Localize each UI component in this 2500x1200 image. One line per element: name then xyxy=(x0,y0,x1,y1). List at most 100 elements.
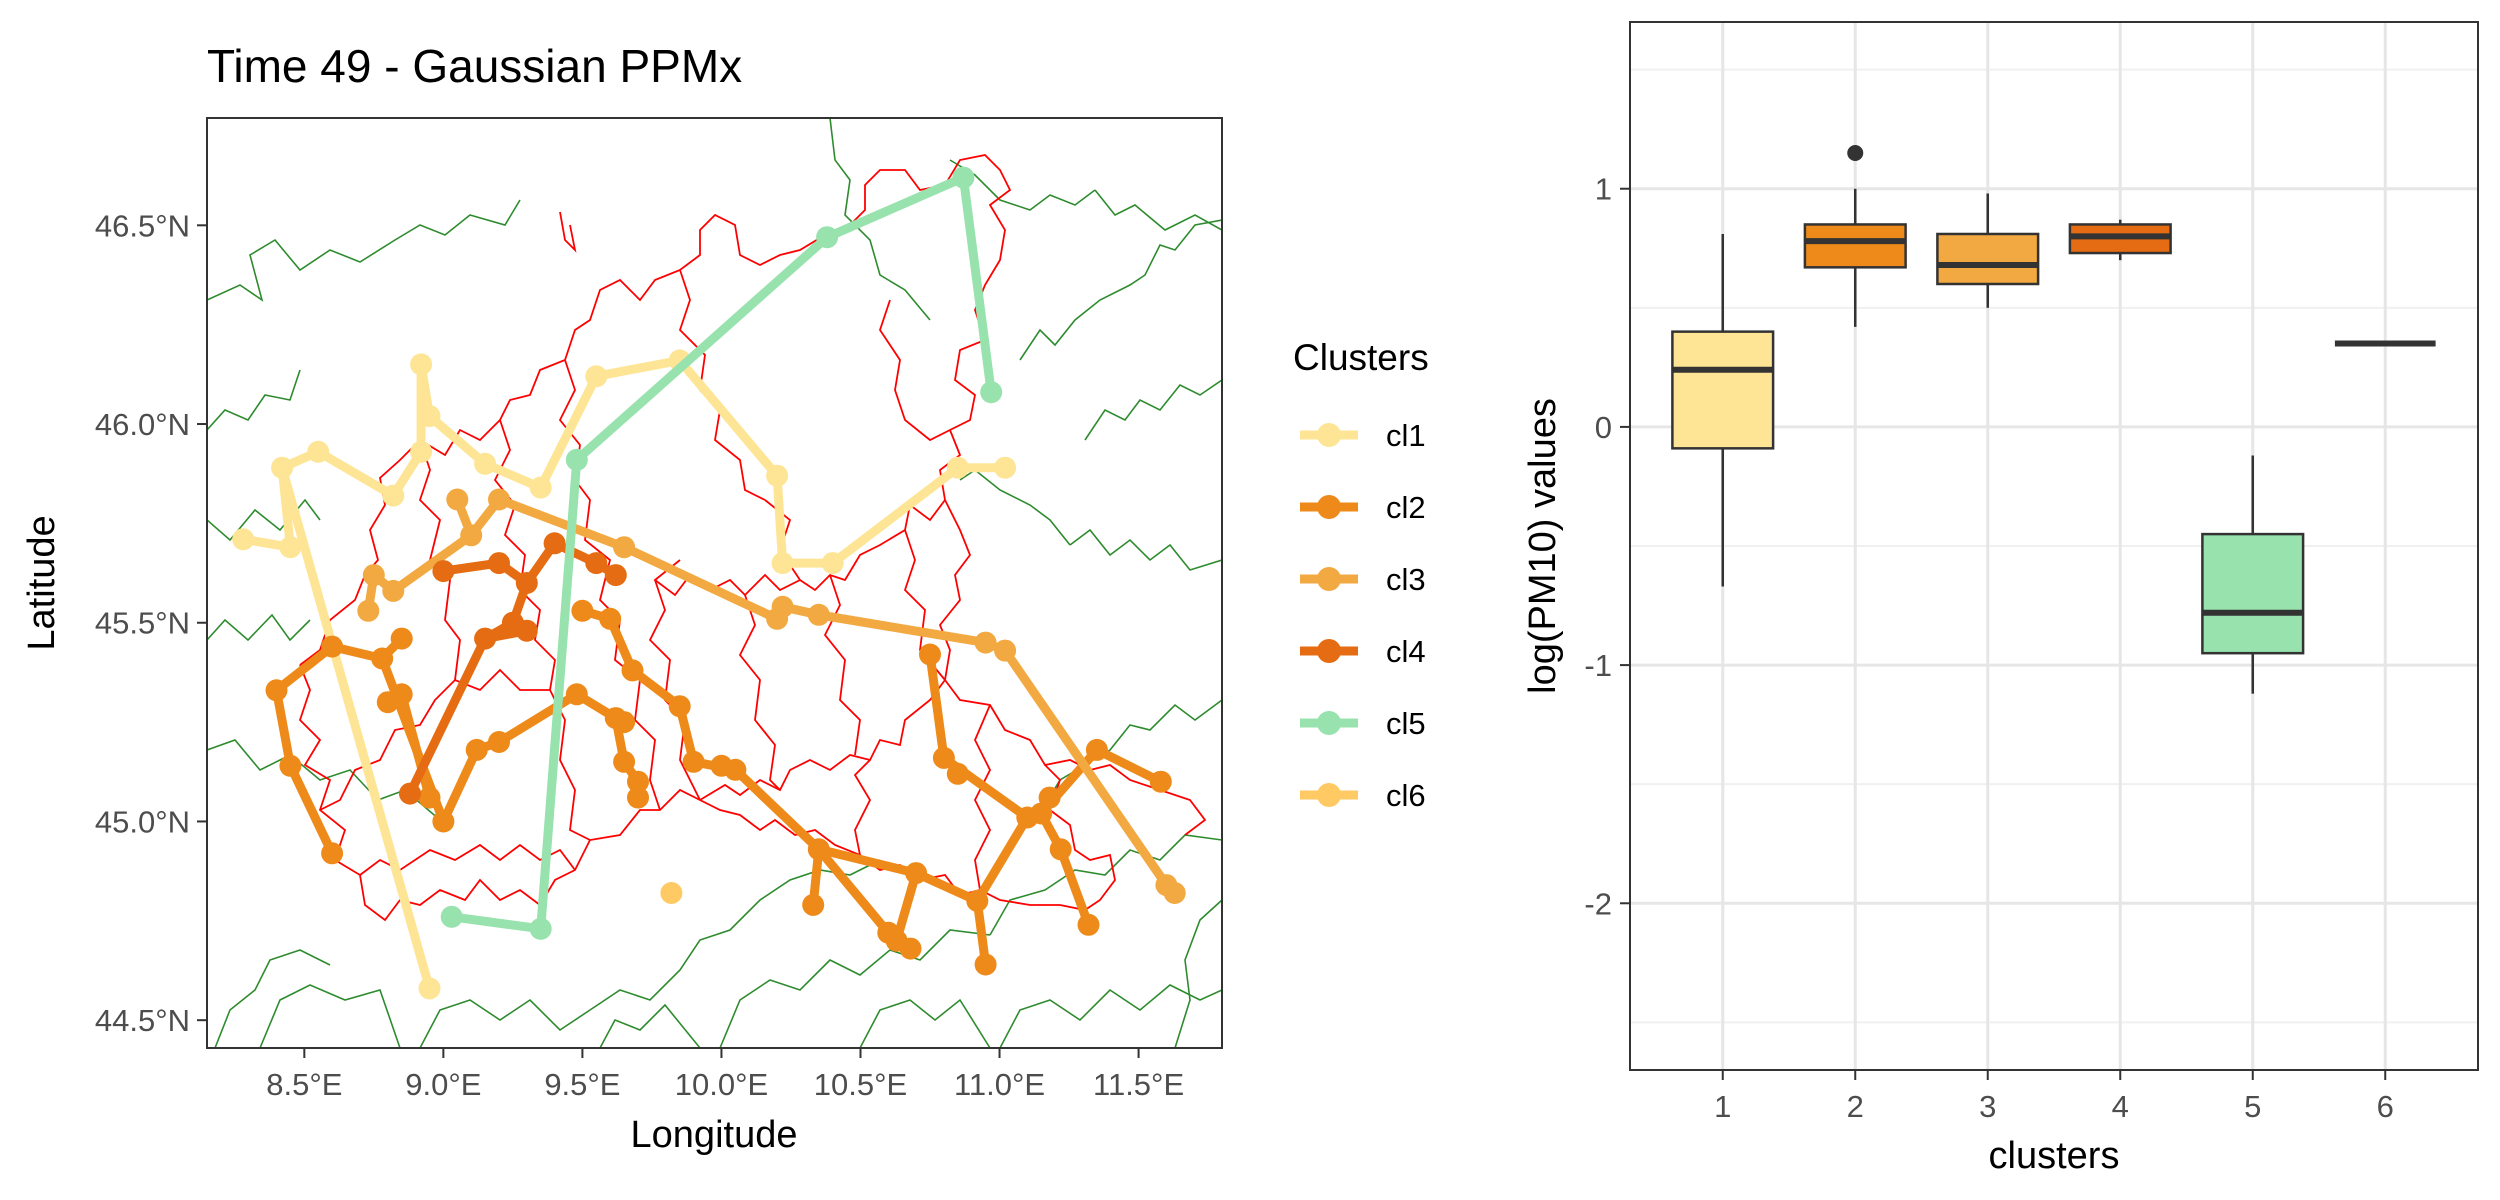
legend-key-point xyxy=(1317,711,1341,735)
map-x-tick-label: 8.5°E xyxy=(266,1067,342,1102)
map-y-tick-label: 44.5°N xyxy=(95,1003,190,1038)
cl3-point-10 xyxy=(974,631,997,654)
cl2-point-12 xyxy=(565,683,588,706)
legend-item-cl6: cl6 xyxy=(1300,778,1426,813)
boxplot-panel: -2 -1 0 1 1 2 3 4 5 6 clusters log(PM10) values xyxy=(1522,21,2479,1177)
boxplot-marks xyxy=(1671,145,2436,694)
box-body xyxy=(1936,232,2040,286)
box-y-tick-label: -2 xyxy=(1584,886,1612,921)
cl5-point-4 xyxy=(952,166,975,189)
neighbor-boundary xyxy=(1044,699,1222,806)
cl2-point-2 xyxy=(321,842,344,865)
box-cluster-2 xyxy=(1803,145,1907,327)
cl2-point-3 xyxy=(321,635,344,658)
series-cl2 xyxy=(265,599,1172,976)
neighbor-boundary xyxy=(419,998,591,1048)
cl5-point-3 xyxy=(816,226,839,249)
series-cl4 xyxy=(399,532,627,805)
box-y-tick-label: -1 xyxy=(1584,648,1612,683)
cl4-point-6 xyxy=(432,560,455,583)
cl2-point-14 xyxy=(613,750,636,773)
map-title: Time 49 - Gaussian PPMx xyxy=(207,40,742,92)
region-boundary xyxy=(738,594,781,791)
region-boundary xyxy=(559,211,577,253)
map-axes: 8.5°E 9.0°E 9.5°E 10.0°E 10.5°E 11.0°E 11.5°E 4… xyxy=(95,208,1184,1102)
cl2-point-42 xyxy=(946,762,969,785)
legend-label: cl6 xyxy=(1386,778,1426,813)
cl4-point-0 xyxy=(399,782,421,805)
cl2-point-4 xyxy=(371,647,394,670)
legend-item-cl1: cl1 xyxy=(1300,418,1426,453)
legend-item-cl5: cl5 xyxy=(1300,706,1426,741)
series-cl3 xyxy=(357,488,1186,904)
legend-title: Clusters xyxy=(1293,337,1429,378)
cl3-point-0 xyxy=(357,599,380,622)
neighbor-boundary xyxy=(1094,189,1222,231)
map-x-tick-label: 9.5°E xyxy=(544,1067,620,1102)
neighbor-boundary xyxy=(989,834,1222,936)
box-x-tick-label: 3 xyxy=(1979,1089,1996,1124)
box-body xyxy=(2201,532,2305,655)
box-x-tick-label: 5 xyxy=(2244,1089,2261,1124)
cl1-point-2 xyxy=(279,536,302,559)
neighbor-boundary xyxy=(1084,379,1222,441)
cl3-point-11 xyxy=(994,639,1017,662)
cl4-point-3 xyxy=(515,619,538,642)
series-cl5 xyxy=(440,166,1003,940)
cl5-point-1 xyxy=(529,917,552,940)
cl6-point-0 xyxy=(660,882,683,904)
cl3-point-4 xyxy=(460,524,483,547)
map-y-tick-label: 46.0°N xyxy=(95,407,190,442)
cl2-point-24 xyxy=(724,758,747,781)
cl2-point-7 xyxy=(390,683,413,706)
map-x-tick-label: 10.5°E xyxy=(814,1067,907,1102)
region-boundary xyxy=(973,704,992,891)
neighbor-boundary xyxy=(207,613,311,642)
box-x-tick-label: 1 xyxy=(1714,1089,1731,1124)
neighbor-boundary xyxy=(1069,528,1222,571)
legend-key-point xyxy=(1317,639,1341,663)
map-series-layer xyxy=(232,166,1186,1000)
legend-label: cl5 xyxy=(1386,706,1426,741)
neighbor-boundary xyxy=(207,739,441,821)
neighbor-boundary xyxy=(719,929,991,1048)
cl2-point-37 xyxy=(1077,913,1100,936)
neighbor-boundary xyxy=(207,199,521,302)
cl1-point-7 xyxy=(418,405,441,428)
cl1-point-14 xyxy=(821,552,844,575)
map-x-tick-label: 9.0°E xyxy=(405,1067,481,1102)
legend-key-point xyxy=(1317,423,1341,447)
cl1-point-6 xyxy=(410,353,433,376)
cl1-point-4 xyxy=(382,484,405,507)
cl1-point-17 xyxy=(418,977,441,1000)
cl1-point-9 xyxy=(529,476,552,499)
neighbor-boundary xyxy=(599,1003,701,1048)
cl4-point-9 xyxy=(604,564,627,587)
legend-key-point xyxy=(1317,783,1341,807)
cl4-point-4 xyxy=(515,572,538,594)
region-boundary xyxy=(298,664,946,922)
cl2-point-36 xyxy=(1049,838,1072,861)
cl1-point-10 xyxy=(585,365,608,388)
region-boundary xyxy=(938,499,972,681)
cl2-point-41 xyxy=(932,746,955,769)
box-x-tick-label: 4 xyxy=(2112,1089,2129,1124)
cl2-point-1 xyxy=(279,754,302,777)
cl2-point-17 xyxy=(604,707,627,730)
neighbor-boundary xyxy=(207,369,301,431)
cl4-point-5 xyxy=(488,552,510,575)
cl2-point-31 xyxy=(966,889,989,912)
legend-item-cl3: cl3 xyxy=(1300,562,1426,597)
cl1-point-15 xyxy=(946,456,969,479)
cl1-point-0 xyxy=(232,528,255,551)
cl2-point-28 xyxy=(905,862,928,885)
region-boundary xyxy=(648,579,701,801)
box-cluster-3 xyxy=(1936,193,2040,308)
cl3-point-3 xyxy=(446,488,469,511)
neighbor-boundary xyxy=(1174,899,1222,1048)
cl1-point-12 xyxy=(766,464,789,487)
cl5-point-5 xyxy=(980,381,1003,404)
cl2-point-16 xyxy=(627,786,649,809)
cl2-point-20 xyxy=(621,659,644,682)
